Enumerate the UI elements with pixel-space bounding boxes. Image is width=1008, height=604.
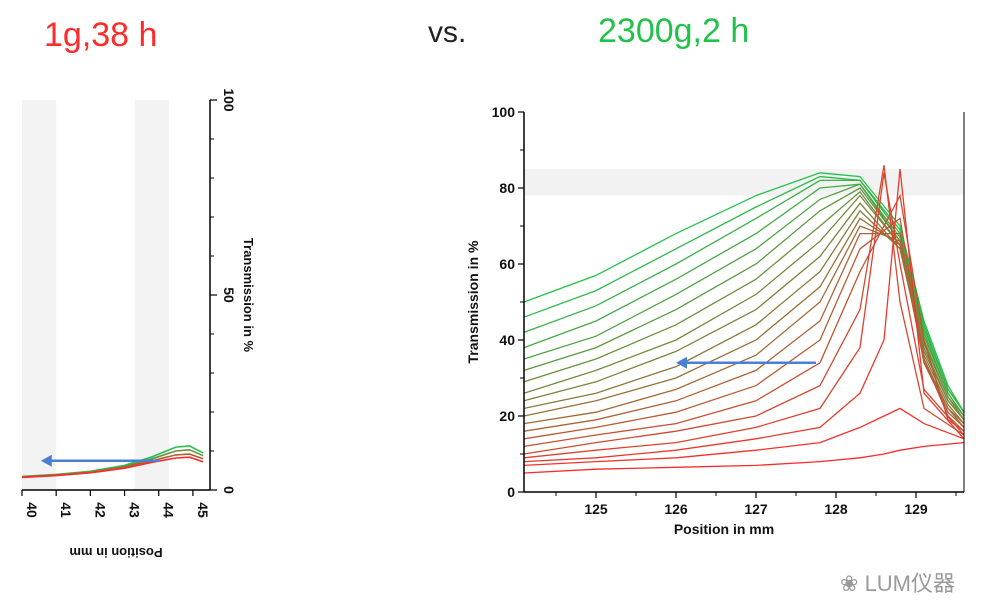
left-y-tick-label: 0: [221, 486, 237, 494]
right-y-tick-label: 60: [499, 256, 515, 272]
right-series-line-19: [523, 407, 965, 467]
right-series-line-11: [523, 217, 965, 425]
right-x-tick-label: 127: [744, 501, 768, 517]
left-x-tick-label: 42: [92, 502, 108, 518]
right-plot-band: [524, 169, 964, 196]
left-y-tick-label: 100: [221, 88, 237, 112]
left-y-axis-label: Transmission in %: [241, 238, 256, 353]
right-y-tick-label: 80: [499, 180, 515, 196]
left-x-tick-label: 40: [24, 502, 40, 518]
watermark: ❀ LUM仪器: [840, 566, 955, 598]
right-x-axis-label: Position in mm: [674, 521, 774, 537]
left-x-tick-label: 41: [58, 502, 74, 518]
left-chart-condition-title: 1g,38 h: [44, 16, 158, 54]
right-series-line-17: [523, 172, 965, 459]
right-y-tick-label: 20: [499, 408, 515, 424]
versus-label: vs.: [428, 16, 467, 49]
left-x-tick-label: 44: [161, 502, 177, 518]
right-series-line-1: [523, 172, 965, 413]
right-series-line-4: [523, 183, 965, 417]
right-series-line-16: [523, 165, 965, 455]
right-series-line-8: [523, 194, 965, 421]
right-series-line-5: [523, 183, 965, 417]
left-x-tick-label: 43: [127, 502, 143, 518]
right-series-line-18: [523, 168, 965, 463]
left-x-tick-label: 45: [195, 502, 211, 518]
left-chart: 40 41 42 43 44 45 0 50 100 Position in mm Transmis…: [21, 88, 256, 560]
right-series-line-6: [523, 187, 965, 417]
right-y-tick-label: 40: [499, 332, 515, 348]
right-series-line-20: [523, 441, 965, 474]
right-series-line-2: [523, 175, 965, 413]
right-y-tick-label: 100: [492, 104, 516, 120]
left-plot-band-1: [22, 100, 57, 490]
right-x-tick-label: 126: [664, 501, 688, 517]
right-x-tick-label: 129: [904, 501, 928, 517]
right-chart: 0 20 40 60 80 100 125 126 127 128 129 Position in m…: [465, 104, 965, 537]
right-series-line-9: [523, 202, 965, 421]
left-plot-band-2: [134, 100, 169, 490]
right-series-line-12: [523, 225, 965, 428]
right-series-line-7: [523, 190, 965, 421]
right-y-axis-label: Transmission in %: [465, 240, 481, 363]
left-series-line-4: [21, 456, 204, 479]
watermark-text: LUM仪器: [864, 571, 956, 596]
right-series-line-14: [523, 217, 965, 440]
right-x-tick-label: 128: [824, 501, 848, 517]
wechat-icon: ❀: [840, 571, 859, 596]
right-series-line-15: [523, 193, 965, 448]
right-x-tick-label: 125: [584, 501, 608, 517]
right-series-line-3: [523, 179, 965, 413]
left-y-tick-label: 50: [221, 287, 237, 303]
left-x-axis-label: Position in mm: [69, 545, 162, 560]
right-y-tick-label: 0: [507, 484, 515, 500]
right-chart-condition-title: 2300g,2 h: [598, 12, 750, 50]
right-arrow-head: [676, 356, 687, 369]
left-arrow-head: [40, 454, 52, 467]
